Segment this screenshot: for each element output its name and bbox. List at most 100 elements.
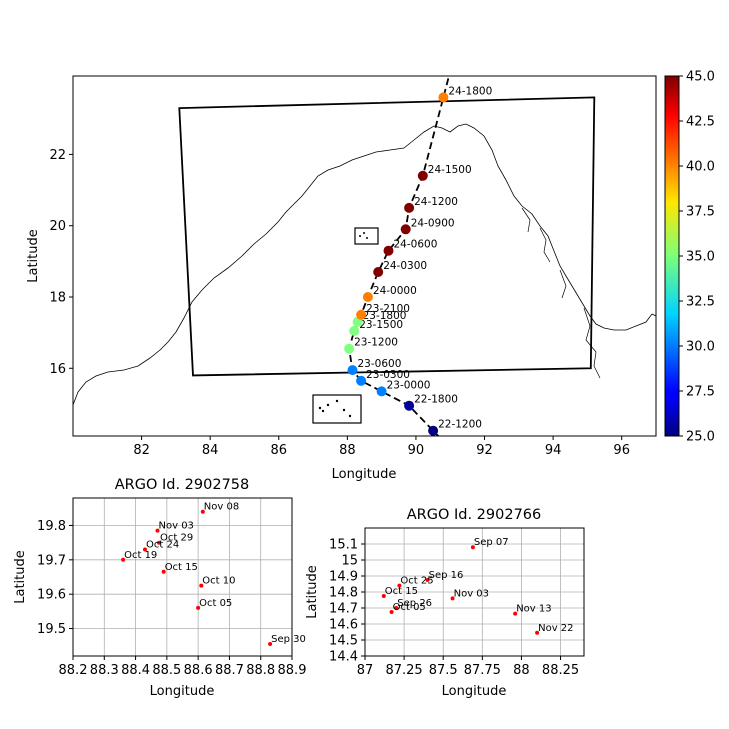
argo-point xyxy=(200,509,205,514)
x-tick-label: 82 xyxy=(133,443,150,458)
argo-point xyxy=(381,594,386,598)
track-point-label: 23-1500 xyxy=(359,319,403,331)
argo-panel-2902758: ARGO Id. 2902758 88.2 88.3 88.4 88.5 88.6 88.… xyxy=(13,477,306,699)
x-tick-label: 88 xyxy=(513,663,530,678)
model-domain-box xyxy=(178,96,596,377)
argo-point xyxy=(161,569,166,574)
argo-point-label: Nov 22 xyxy=(538,623,573,634)
argo-point-label: Oct 10 xyxy=(202,576,235,587)
x-tick-label: 88.5 xyxy=(152,663,181,678)
x-tick-label: 88.3 xyxy=(90,663,119,678)
x-tick-label: 87.25 xyxy=(385,663,422,678)
y-tick-label: 22 xyxy=(49,148,66,163)
track-point xyxy=(349,325,360,336)
colorbar-tick-label: 37.5 xyxy=(686,205,715,220)
argo1-grid xyxy=(72,498,293,656)
track-point xyxy=(404,400,415,411)
track-point-label: 24-0000 xyxy=(373,285,417,297)
x-tick-label: 88.6 xyxy=(184,663,213,678)
main-ylabel: Latitude xyxy=(26,229,41,283)
track-point xyxy=(362,292,373,302)
track-point xyxy=(404,202,415,213)
coastline-inlets xyxy=(521,207,601,379)
y-tick-label: 14.8 xyxy=(329,586,358,601)
argo-point-label: Oct 15 xyxy=(385,586,418,597)
y-tick-label: 14.5 xyxy=(329,634,358,649)
track-point-label: 22-1800 xyxy=(414,394,458,406)
argo-point xyxy=(157,540,161,545)
x-tick-label: 88.25 xyxy=(542,663,579,678)
track-point xyxy=(383,245,394,256)
argo-point-label: Oct 24 xyxy=(146,540,179,551)
argo-point-label: Oct 05 xyxy=(199,598,232,609)
argo2-xlabel: Longitude xyxy=(442,684,507,699)
track-point-label: 24-0300 xyxy=(383,260,427,272)
argo-point-label: Oct 25 xyxy=(400,576,433,587)
x-tick-label: 88.7 xyxy=(215,663,244,678)
track-point-label: 23-1200 xyxy=(354,337,398,349)
colorbar-tick-label: 45.0 xyxy=(686,70,715,85)
x-tick-label: 96 xyxy=(613,443,630,458)
track-point-label: 23-0600 xyxy=(358,358,402,370)
track-point-label: 23-0300 xyxy=(366,369,410,381)
x-tick-label: 88.8 xyxy=(246,663,275,678)
argo-point xyxy=(389,610,394,614)
argo2-ticks: 87 87.25 87.5 87.75 88 88.2514.414.514.614.71… xyxy=(329,538,579,679)
argo-point xyxy=(268,642,273,646)
island-box-andaman xyxy=(312,394,362,424)
coastline xyxy=(73,123,656,406)
track-point xyxy=(417,170,428,181)
argo-point-label: Oct 15 xyxy=(165,562,198,573)
track-point-label: 23-2100 xyxy=(366,303,410,315)
main-xlabel: Longitude xyxy=(332,467,397,482)
argo-point xyxy=(425,578,430,582)
x-tick-label: 88.9 xyxy=(278,663,307,678)
argo-point xyxy=(196,605,201,610)
track-point-label: 23-0000 xyxy=(387,379,431,391)
track-point xyxy=(356,309,367,320)
argo-point-label: Nov 03 xyxy=(454,588,489,599)
argo-point-label: Sep 26 xyxy=(397,598,432,609)
y-tick-label: 19.5 xyxy=(37,622,66,637)
argo-point xyxy=(513,611,518,616)
colorbar-tick-label: 40.0 xyxy=(686,160,715,175)
y-tick-label: 19.7 xyxy=(37,553,66,568)
x-tick-label: 92 xyxy=(476,443,493,458)
track-point-label: 24-1500 xyxy=(428,164,472,176)
argo-point-label: Oct 19 xyxy=(124,550,157,561)
track-point-label: 24-0600 xyxy=(394,239,438,251)
x-tick-label: 84 xyxy=(202,443,219,458)
colorbar-ticks: 25.0 27.5 30.0 32.5 35.0 37.5 40.0 42.5 45.0 xyxy=(679,70,715,445)
x-tick-label: 90 xyxy=(408,443,425,458)
track-point xyxy=(428,425,439,436)
argo-point xyxy=(394,606,399,610)
track-point xyxy=(356,375,367,386)
x-tick-label: 87.5 xyxy=(429,663,458,678)
track-point-label: 22-1200 xyxy=(438,419,482,431)
x-tick-label: 88.2 xyxy=(59,663,88,678)
colorbar-tick-label: 32.5 xyxy=(686,295,715,310)
colorbar: 25.0 27.5 30.0 32.5 35.0 37.5 40.0 42.5 45.0 xyxy=(664,70,715,445)
argo-point xyxy=(450,596,455,601)
colorbar-tick-label: 35.0 xyxy=(686,250,715,265)
x-tick-label: 86 xyxy=(270,443,287,458)
colorbar-tick-label: 30.0 xyxy=(686,340,715,355)
argo-point-label: Nov 03 xyxy=(159,521,194,532)
x-tick-label: 87 xyxy=(357,663,374,678)
y-tick-label: 18 xyxy=(49,290,66,305)
track-point-label: 24-0900 xyxy=(411,217,455,229)
x-tick-label: 87.75 xyxy=(464,663,501,678)
argo-point xyxy=(397,583,402,588)
argo1-xlabel: Longitude xyxy=(150,684,215,699)
track-point-label: 24-1800 xyxy=(448,85,492,97)
y-tick-label: 20 xyxy=(49,219,66,234)
andaman-islands xyxy=(318,232,368,418)
track-point xyxy=(376,386,387,397)
argo-point xyxy=(470,545,475,550)
argo-point-label: Nov 08 xyxy=(204,502,239,513)
argo1-title: ARGO Id. 2902758 xyxy=(115,477,250,493)
colorbar-tick-label: 25.0 xyxy=(686,430,715,445)
argo-point-label: Sep 30 xyxy=(271,634,306,645)
